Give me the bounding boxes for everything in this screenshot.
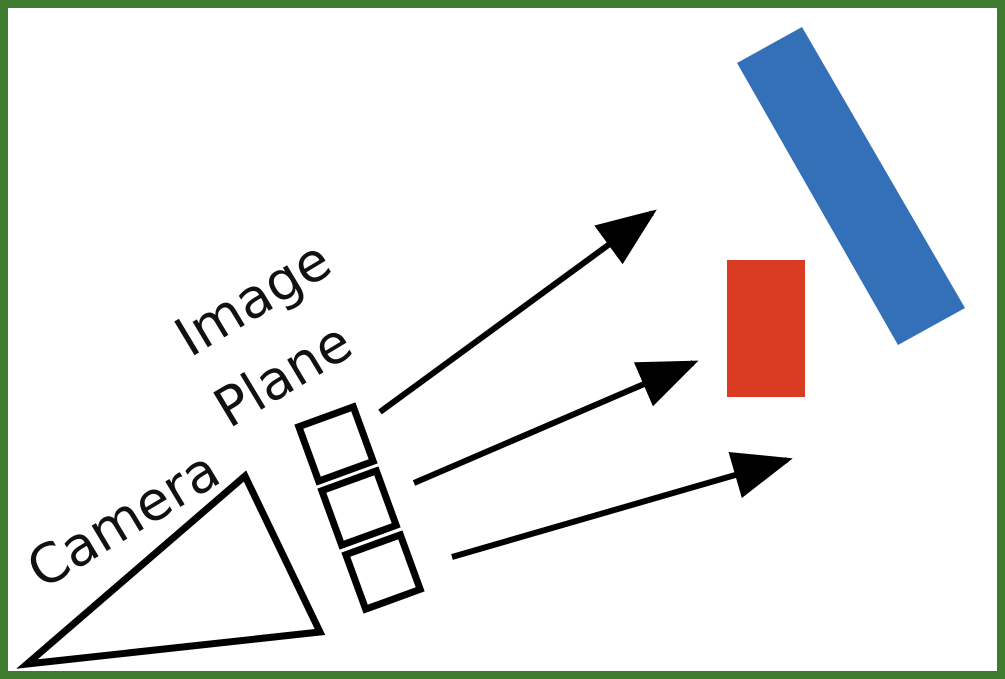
red-object [727, 260, 805, 397]
pixel-square-icon [294, 402, 378, 486]
rays [378, 209, 793, 560]
image-plane [294, 402, 425, 614]
ray-top-arrow-icon [378, 209, 657, 415]
pixel-square-icon [317, 466, 401, 550]
ray-bottom-arrow-icon [451, 451, 793, 560]
pixel-square-icon [341, 530, 425, 614]
blue-object [737, 27, 965, 345]
ray-middle-arrow-icon [412, 360, 699, 486]
camera-triangle-icon [16, 470, 326, 669]
